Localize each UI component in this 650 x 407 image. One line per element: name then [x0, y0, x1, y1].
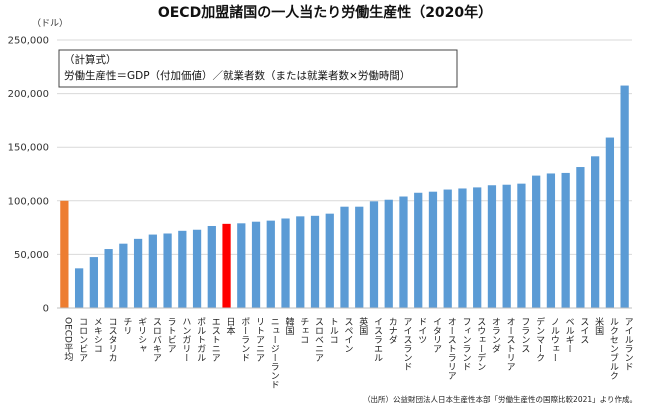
x-category-label: スウェーデン [475, 317, 486, 371]
x-category-label: リトアニア [254, 317, 265, 362]
x-category-label: トルコ [328, 317, 339, 344]
y-axis-ticks: 0 50,000 100,000 150,000 200,000 250,000 [8, 36, 49, 315]
x-category-label: フィンランド [460, 317, 470, 371]
x-category-label: ポルトガル [195, 317, 206, 362]
bar [576, 167, 585, 308]
x-category-label: アイスランド [401, 317, 412, 371]
x-axis-categories: OECD平均 コロンビア メキシコ コスタリカ チリ ギリシャ スロバキア ラトビア ハンガリー… [62, 316, 633, 389]
x-category-label: イタリア [431, 317, 442, 353]
x-category-label: デンマーク [534, 316, 545, 362]
bar [296, 216, 305, 308]
y-axis-unit: （ドル） [32, 18, 68, 29]
bar [487, 185, 497, 308]
x-category-label: スペイン [343, 317, 354, 353]
y-tick-label: 200,000 [8, 89, 49, 100]
bar [119, 243, 128, 308]
x-category-label: ノルウェー [549, 317, 560, 362]
x-category-label: フランス [519, 317, 529, 353]
x-category-label: オランダ [490, 317, 501, 353]
x-category-label: ドイツ [416, 317, 427, 344]
bar [60, 200, 69, 308]
bar [281, 218, 290, 308]
x-category-label: ポーランド [239, 317, 250, 362]
bar [532, 175, 541, 308]
x-category-label: スロバキア [151, 317, 162, 362]
bar [74, 268, 84, 308]
x-category-label: オーストラリア [446, 317, 457, 380]
bar [473, 187, 482, 308]
formula-heading: （計算式） [64, 53, 117, 66]
bar [178, 230, 187, 308]
x-category-label: チリ [121, 317, 132, 335]
bar [133, 238, 143, 308]
x-category-label: スロベニア [313, 317, 324, 362]
bar [89, 257, 98, 308]
x-category-label: カナダ [387, 317, 398, 344]
x-category-label: ギリシャ [136, 317, 147, 353]
bar [620, 85, 629, 308]
bar [310, 215, 320, 308]
bar [458, 188, 467, 308]
x-category-label: ルクセンブルク [608, 317, 619, 380]
x-category-label: スイス [578, 317, 589, 344]
bar [192, 229, 202, 308]
x-category-label: チェコ [298, 317, 309, 344]
bar [384, 199, 393, 308]
bar [414, 192, 423, 308]
bar [237, 223, 246, 308]
chart-title: OECD加盟諸国の一人当たり労働生産性（2020年） [158, 4, 492, 21]
bar [502, 184, 511, 308]
bar [517, 183, 526, 308]
y-tick-label: 100,000 [8, 196, 49, 207]
x-category-label: ハンガリー [180, 317, 191, 362]
x-category-label: ベルギー [564, 317, 575, 353]
bar [325, 213, 334, 308]
x-category-label: コロンビア [77, 317, 87, 362]
bar [207, 225, 216, 308]
x-category-label: コスタリカ [107, 317, 118, 362]
x-category-label: メキシコ [92, 317, 102, 353]
x-category-label: エストニア [210, 317, 221, 362]
formula-text: 労働生産性＝GDP（付加価値）／就業者数（または就業者数×労働時間） [64, 69, 410, 82]
x-category-label: オーストリア [505, 317, 515, 371]
bar [546, 173, 556, 308]
bar [148, 234, 157, 308]
bar [369, 201, 379, 308]
x-category-label: 米国 [593, 316, 604, 336]
bar [399, 196, 408, 308]
x-category-label: イスラエル [372, 317, 383, 362]
bar [605, 137, 615, 308]
x-category-label: ニュージーランド [269, 317, 280, 389]
x-category-label: OECD平均 [62, 317, 73, 362]
source-note: （出所）公益財団法人日本生産性本部「労働生産性の国際比較2021」より作成。 [363, 394, 637, 404]
bar [104, 249, 113, 308]
bar [561, 172, 570, 308]
x-category-label: 日本 [225, 317, 236, 336]
bar [251, 221, 261, 308]
bar [222, 223, 231, 308]
bars [60, 85, 629, 308]
x-category-label: アイルランド [623, 317, 634, 371]
x-category-label: ラトビア [166, 317, 176, 353]
bar [443, 189, 452, 308]
bar [340, 206, 349, 308]
formula-box: （計算式） 労働生産性＝GDP（付加価値）／就業者数（または就業者数×労働時間） [58, 49, 458, 88]
bar [355, 206, 364, 308]
bar [163, 233, 172, 308]
y-tick-label: 0 [43, 304, 49, 315]
y-tick-label: 150,000 [8, 143, 49, 154]
x-category-label: 韓国 [284, 317, 295, 336]
bar [266, 220, 275, 308]
x-category-label: 英国 [357, 316, 368, 336]
y-tick-label: 250,000 [8, 36, 49, 47]
y-tick-label: 50,000 [14, 250, 49, 261]
bar [591, 156, 600, 308]
bar [428, 191, 438, 308]
